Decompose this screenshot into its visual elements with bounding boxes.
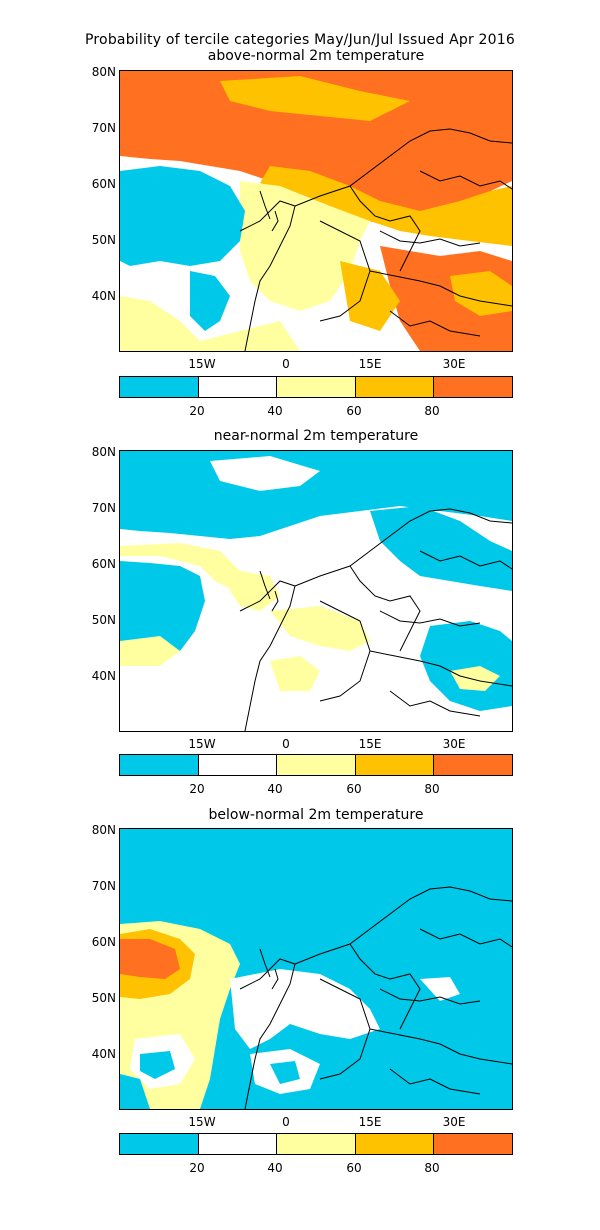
lat-label-80n-3: 80N bbox=[91, 823, 116, 837]
cbar-label-60-3: 60 bbox=[346, 1161, 362, 1175]
cbar-seg-below20 bbox=[120, 755, 199, 775]
cbar-seg-20-40 bbox=[198, 755, 278, 775]
lat-label-60n-2: 60N bbox=[91, 557, 116, 571]
map-below-normal bbox=[119, 828, 513, 1110]
cbar-seg-60-80 bbox=[355, 377, 435, 397]
colorbar-below bbox=[119, 1133, 513, 1155]
cbar-seg-below20 bbox=[120, 1134, 199, 1154]
region-above-40 bbox=[240, 181, 370, 311]
region-below-cyan-sw bbox=[140, 1051, 175, 1079]
lat-label-50n: 50N bbox=[91, 233, 116, 247]
cbar-label-20-3: 20 bbox=[189, 1161, 205, 1175]
region-above-south-yellow bbox=[120, 296, 300, 351]
cbar-label-20: 20 bbox=[189, 404, 205, 418]
region-above-60-north bbox=[220, 76, 410, 121]
colorbar-above bbox=[119, 376, 513, 398]
cbar-seg-60-80 bbox=[355, 755, 435, 775]
panel-subtitle-below: below-normal 2m temperature bbox=[208, 807, 424, 823]
region-below-cyan-south bbox=[270, 1061, 300, 1084]
cbar-seg-20-40 bbox=[198, 1134, 278, 1154]
region-above-cyan-sw bbox=[190, 271, 230, 331]
region-above-cyan-west bbox=[120, 166, 245, 266]
cbar-label-40-2: 40 bbox=[267, 782, 283, 796]
coastlines-near bbox=[239, 508, 512, 731]
lon-label-15w-2: 15W bbox=[188, 737, 216, 751]
map-near-normal bbox=[119, 450, 513, 732]
region-near-yellow-se bbox=[450, 666, 500, 691]
lat-label-50n-2: 50N bbox=[91, 613, 116, 627]
region-below-white-ne bbox=[420, 977, 460, 1001]
cbar-seg-below20 bbox=[120, 377, 199, 397]
cbar-label-40: 40 bbox=[267, 404, 283, 418]
region-above-se-yellow bbox=[450, 271, 512, 316]
lat-label-60n: 60N bbox=[91, 177, 116, 191]
region-near-cyan-west bbox=[120, 561, 205, 661]
region-near-white-north bbox=[210, 456, 320, 491]
lat-label-70n-2: 70N bbox=[91, 501, 116, 515]
lat-label-40n-2: 40N bbox=[91, 669, 116, 683]
lon-label-0: 0 bbox=[282, 357, 290, 371]
cbar-label-60: 60 bbox=[346, 404, 362, 418]
figure-title: Probability of tercile categories May/Ju… bbox=[85, 32, 515, 48]
region-near-cyan-scand bbox=[370, 506, 512, 591]
cbar-label-80: 80 bbox=[424, 404, 440, 418]
cbar-label-80-2: 80 bbox=[424, 782, 440, 796]
lon-label-30e-3: 30E bbox=[442, 1115, 466, 1129]
region-above-balkan bbox=[340, 261, 400, 331]
region-near-yellow-sw bbox=[120, 636, 180, 666]
lon-label-15w: 15W bbox=[188, 357, 216, 371]
region-near-cyan-se bbox=[420, 621, 512, 711]
region-near-yellow-south bbox=[270, 656, 320, 691]
cbar-seg-40-60 bbox=[277, 755, 356, 775]
region-below-red-west bbox=[120, 939, 180, 979]
lat-label-60n-3: 60N bbox=[91, 935, 116, 949]
lat-label-40n-3: 40N bbox=[91, 1047, 116, 1061]
cbar-seg-above80 bbox=[434, 755, 512, 775]
panel-subtitle-above: above-normal 2m temperature bbox=[207, 48, 425, 64]
colorbar-near bbox=[119, 754, 513, 776]
region-near-yellow-uk bbox=[230, 571, 280, 611]
coastlines-above bbox=[239, 128, 512, 351]
lon-label-30e: 30E bbox=[442, 357, 466, 371]
lat-label-70n-3: 70N bbox=[91, 879, 116, 893]
lon-label-15w-3: 15W bbox=[188, 1115, 216, 1129]
coastlines-below bbox=[239, 886, 512, 1109]
lat-label-50n-3: 50N bbox=[91, 991, 116, 1005]
cbar-seg-40-60 bbox=[277, 377, 356, 397]
cbar-label-20-2: 20 bbox=[189, 782, 205, 796]
panel-subtitle-near: near-normal 2m temperature bbox=[213, 428, 419, 444]
cbar-label-80-3: 80 bbox=[424, 1161, 440, 1175]
lon-label-30e-2: 30E bbox=[442, 737, 466, 751]
cbar-seg-above80 bbox=[434, 377, 512, 397]
cbar-seg-20-40 bbox=[198, 377, 278, 397]
lon-label-0-3: 0 bbox=[282, 1115, 290, 1129]
cbar-seg-60-80 bbox=[355, 1134, 435, 1154]
region-above-60-band bbox=[260, 166, 512, 246]
region-near-yellow-west bbox=[120, 543, 240, 591]
cbar-seg-above80 bbox=[434, 1134, 512, 1154]
cbar-label-40-3: 40 bbox=[267, 1161, 283, 1175]
region-near-yellow-center bbox=[270, 606, 370, 651]
region-above-80 bbox=[120, 71, 512, 226]
lat-label-80n: 80N bbox=[91, 65, 116, 79]
lat-label-80n-2: 80N bbox=[91, 445, 116, 459]
lon-label-0-2: 0 bbox=[282, 737, 290, 751]
lat-label-70n: 70N bbox=[91, 121, 116, 135]
lon-label-15e-3: 15E bbox=[358, 1115, 382, 1129]
lon-label-15e-2: 15E bbox=[358, 737, 382, 751]
cbar-label-60-2: 60 bbox=[346, 782, 362, 796]
cbar-seg-40-60 bbox=[277, 1134, 356, 1154]
lat-label-40n: 40N bbox=[91, 289, 116, 303]
map-above-normal bbox=[119, 70, 513, 352]
lon-label-15e: 15E bbox=[358, 357, 382, 371]
region-below-white-central bbox=[230, 969, 380, 1049]
